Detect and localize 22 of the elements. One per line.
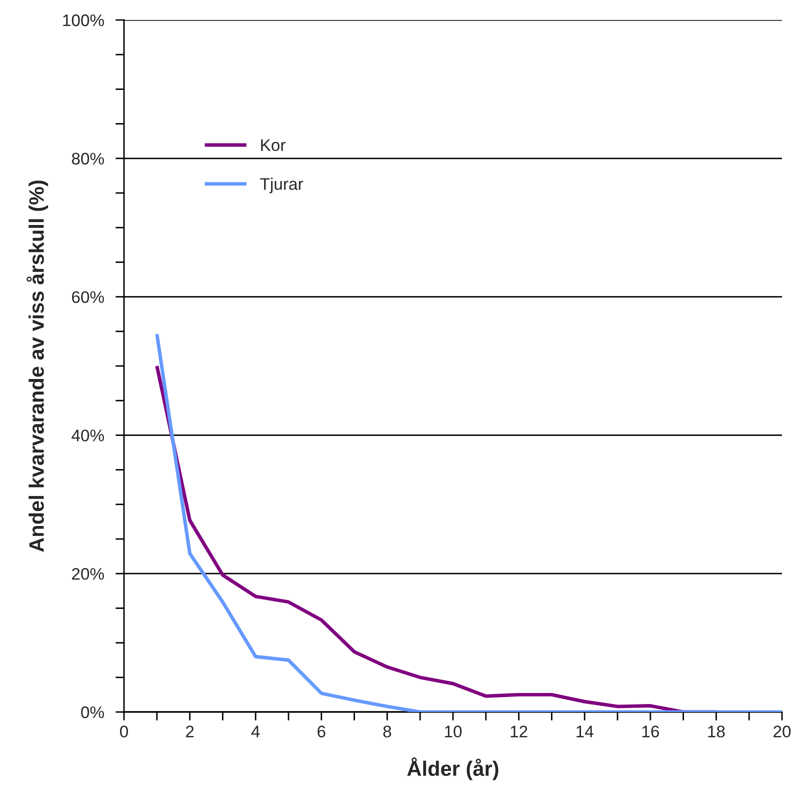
- x-tick-label: 8: [383, 726, 392, 738]
- legend-label: Tjurar: [260, 178, 304, 194]
- x-tick-label: 20: [774, 726, 791, 738]
- x-tick-label: 12: [510, 726, 528, 738]
- x-tick-label: 6: [318, 726, 326, 738]
- x-axis-title: Ålder (år): [407, 757, 498, 780]
- y-tick-label: 80%: [72, 152, 104, 165]
- x-tick-label: 4: [251, 726, 260, 738]
- line-series: [155, 332, 782, 712]
- legend-label: Kor: [261, 139, 286, 152]
- y-axis-title: Andel kvarvarande av viss årskull (%): [26, 180, 48, 552]
- x-tick-label: 18: [708, 726, 725, 738]
- y-tick-label: 40%: [72, 430, 104, 442]
- y-tick-label: 0%: [81, 706, 104, 718]
- x-tick-label: 2: [186, 726, 194, 738]
- y-tick-label: 60%: [72, 291, 104, 304]
- x-tick-label: 14: [576, 726, 594, 738]
- y-tick-label: 100%: [63, 14, 104, 26]
- x-tick-label: 10: [445, 726, 462, 738]
- x-tick-label: 0: [120, 726, 128, 738]
- x-tick-label: 16: [642, 726, 659, 738]
- y-tick-label: 20%: [72, 568, 104, 580]
